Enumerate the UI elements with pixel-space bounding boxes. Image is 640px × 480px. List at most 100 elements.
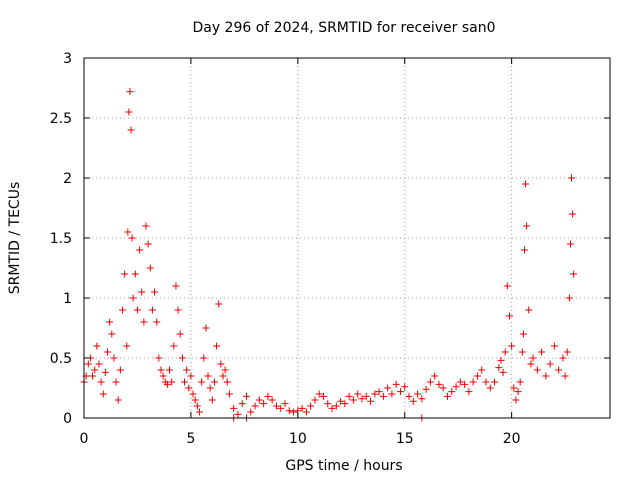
data-point <box>138 288 146 296</box>
data-point <box>159 372 167 380</box>
x-tick-label: 20 <box>503 431 521 447</box>
data-point <box>93 342 101 350</box>
data-point <box>443 392 451 400</box>
y-axis-label: SRMTID / TECUs <box>7 182 23 295</box>
data-point <box>332 402 340 410</box>
data-point <box>104 348 112 356</box>
x-tick-label: 0 <box>80 431 89 447</box>
data-point <box>166 366 174 374</box>
data-point <box>99 390 107 398</box>
data-point <box>118 306 126 314</box>
data-point <box>523 222 531 230</box>
data-point <box>133 306 141 314</box>
data-point <box>527 360 535 368</box>
data-point <box>260 400 268 408</box>
data-point <box>112 378 120 386</box>
data-point <box>129 294 137 302</box>
y-tick-label: 2 <box>63 171 72 187</box>
data-point <box>114 396 122 404</box>
data-point <box>568 174 576 182</box>
data-point <box>198 378 206 386</box>
data-point <box>148 306 156 314</box>
data-point <box>448 388 456 396</box>
data-point <box>268 396 276 404</box>
data-point <box>405 392 413 400</box>
data-point <box>174 306 182 314</box>
data-point <box>277 404 285 412</box>
x-tick-label: 15 <box>396 431 414 447</box>
data-point <box>128 234 136 242</box>
data-point <box>307 402 315 410</box>
data-point <box>569 210 577 218</box>
data-point <box>401 383 409 391</box>
data-point <box>247 408 255 416</box>
data-point <box>506 312 514 320</box>
data-point <box>384 384 392 392</box>
data-point <box>392 380 400 388</box>
data-point <box>469 378 477 386</box>
data-point <box>255 396 263 404</box>
data-point <box>561 372 569 380</box>
data-point <box>516 378 524 386</box>
data-point <box>163 380 171 388</box>
data-point <box>396 388 404 396</box>
data-point <box>153 318 161 326</box>
data-point <box>238 400 246 408</box>
data-point <box>345 392 353 400</box>
data-point <box>452 383 460 391</box>
data-point <box>418 395 426 403</box>
data-point <box>298 404 306 412</box>
data-point <box>566 240 574 248</box>
data-point <box>195 408 203 416</box>
data-point <box>482 378 490 386</box>
data-point <box>110 354 118 362</box>
data-point <box>180 378 188 386</box>
data-point <box>200 354 208 362</box>
data-point <box>512 396 520 404</box>
data-point <box>341 400 349 408</box>
data-point <box>106 318 114 326</box>
data-point <box>371 390 379 398</box>
data-point <box>319 392 327 400</box>
data-point <box>193 402 201 410</box>
data-point <box>478 366 486 374</box>
data-point <box>431 372 439 380</box>
data-point <box>414 390 422 398</box>
data-point <box>168 378 176 386</box>
data-point <box>281 400 289 408</box>
data-point <box>91 366 99 374</box>
data-point <box>501 348 509 356</box>
data-point <box>354 390 362 398</box>
data-point <box>97 378 105 386</box>
data-point <box>324 400 332 408</box>
data-point <box>302 408 310 416</box>
data-point <box>491 378 499 386</box>
data-point <box>116 366 124 374</box>
data-point <box>497 356 505 364</box>
axis-ticks: 0 0.5 1 1.5 2 2.5 3 0 5 10 15 20 <box>50 51 610 447</box>
data-point <box>121 270 129 278</box>
data-point <box>337 397 345 405</box>
data-point <box>172 282 180 290</box>
data-point <box>349 396 357 404</box>
data-point <box>202 324 210 332</box>
y-tick-label: 3 <box>63 51 72 67</box>
data-point <box>542 372 550 380</box>
data-point <box>555 366 563 374</box>
y-tick-label: 2.5 <box>50 111 72 127</box>
x-tick-label: 5 <box>186 431 195 447</box>
data-point <box>546 360 554 368</box>
data-point <box>522 180 530 188</box>
data-point <box>230 404 238 412</box>
x-axis-label: GPS time / hours <box>285 458 402 474</box>
data-point <box>84 360 92 368</box>
x-tick-label: 10 <box>289 431 307 447</box>
data-point <box>144 240 152 248</box>
data-point <box>311 396 319 404</box>
data-point <box>208 396 216 404</box>
data-point <box>178 354 186 362</box>
data-point <box>565 294 573 302</box>
data-point <box>550 342 558 350</box>
data-point <box>189 390 197 398</box>
